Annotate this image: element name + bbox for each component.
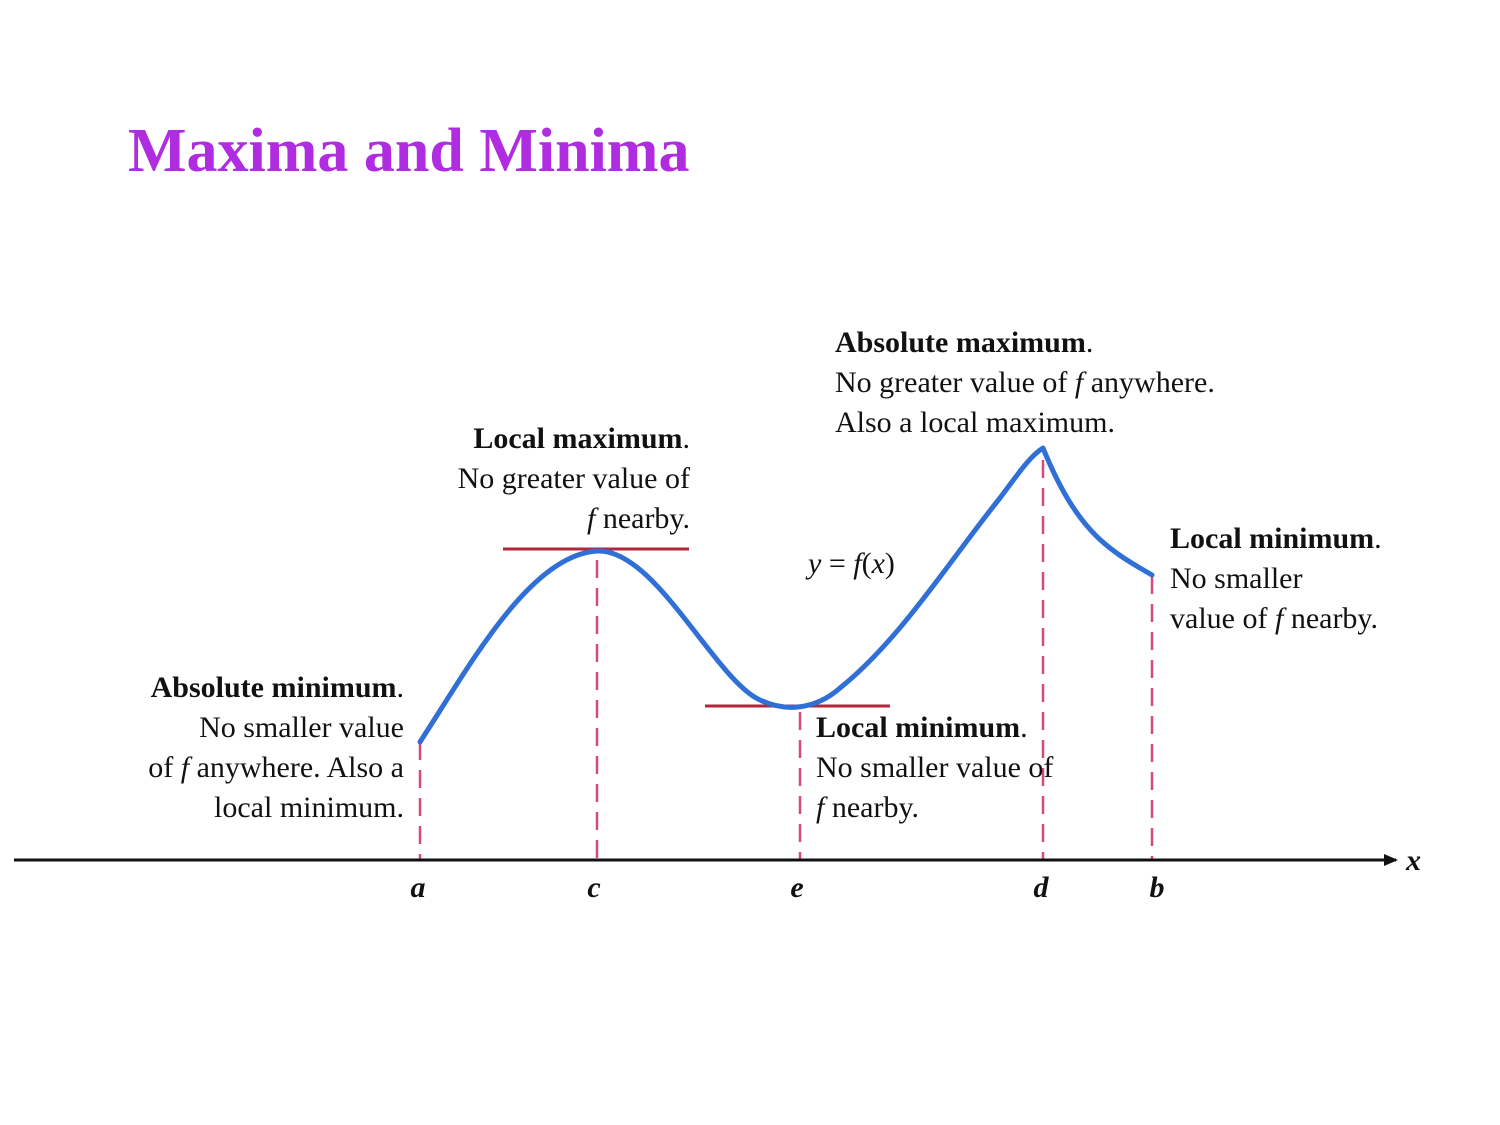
tick-label-d: d: [1034, 871, 1050, 904]
absolute-maximum-note: Absolute maximum. No greater value of f …: [835, 326, 1215, 439]
local-minimum-e-heading: Local minimum: [816, 711, 1021, 744]
tick-label-e: e: [790, 871, 803, 904]
tick-label-c: c: [587, 871, 600, 904]
curve-label-close-paren: ): [885, 547, 895, 580]
local-maximum-heading: Local maximum: [473, 422, 683, 455]
tick-label-b: b: [1150, 871, 1165, 904]
local-minimum-e-note: Local minimum. No smaller value of f nea…: [816, 711, 1054, 824]
curve-label-equals: =: [821, 547, 853, 580]
absolute-minimum-heading: Absolute minimum: [150, 671, 397, 704]
tick-label-a: a: [411, 871, 426, 904]
local-maximum-note: Local maximum. No greater value of f nea…: [457, 422, 690, 535]
absolute-maximum-heading: Absolute maximum: [835, 326, 1086, 359]
function-curve: [417, 445, 1155, 745]
page-title: Maxima and Minima: [128, 117, 690, 185]
curve-label-open-paren: (: [862, 547, 872, 580]
guide-lines: [418, 460, 1154, 860]
x-axis-label: x: [1405, 844, 1421, 877]
curve-label-x: x: [871, 547, 886, 580]
local-minimum-b-note: Local minimum. No smaller value of f nea…: [1170, 522, 1382, 635]
curve-label-y: y: [805, 547, 822, 580]
curve-label: y = f(x): [805, 547, 895, 580]
local-minimum-b-heading: Local minimum: [1170, 522, 1375, 555]
absolute-minimum-note: Absolute minimum. No smaller value of f …: [148, 671, 404, 824]
